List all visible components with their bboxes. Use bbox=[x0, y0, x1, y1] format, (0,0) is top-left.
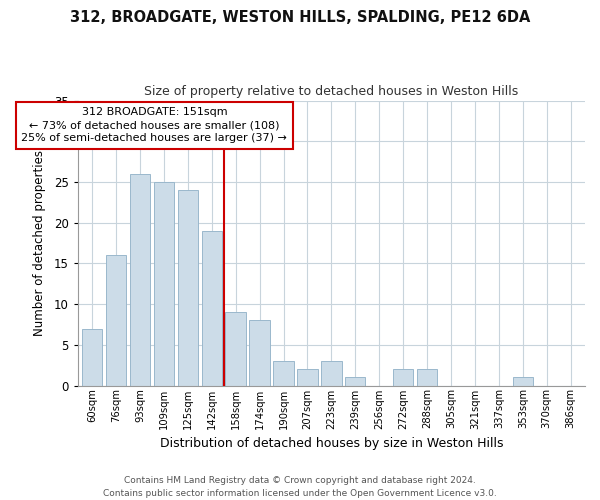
Bar bbox=[512, 378, 533, 386]
Bar bbox=[393, 369, 413, 386]
Text: Contains HM Land Registry data © Crown copyright and database right 2024.
Contai: Contains HM Land Registry data © Crown c… bbox=[103, 476, 497, 498]
Bar bbox=[82, 328, 102, 386]
Bar bbox=[274, 361, 293, 386]
Bar bbox=[154, 182, 174, 386]
Bar bbox=[178, 190, 198, 386]
Bar bbox=[202, 231, 222, 386]
Bar bbox=[297, 369, 317, 386]
Text: 312, BROADGATE, WESTON HILLS, SPALDING, PE12 6DA: 312, BROADGATE, WESTON HILLS, SPALDING, … bbox=[70, 10, 530, 25]
Bar bbox=[417, 369, 437, 386]
Title: Size of property relative to detached houses in Weston Hills: Size of property relative to detached ho… bbox=[144, 85, 518, 98]
Bar bbox=[106, 255, 126, 386]
Y-axis label: Number of detached properties: Number of detached properties bbox=[32, 150, 46, 336]
Bar bbox=[130, 174, 150, 386]
Bar bbox=[226, 312, 246, 386]
Bar bbox=[250, 320, 270, 386]
X-axis label: Distribution of detached houses by size in Weston Hills: Distribution of detached houses by size … bbox=[160, 437, 503, 450]
Text: 312 BROADGATE: 151sqm
← 73% of detached houses are smaller (108)
25% of semi-det: 312 BROADGATE: 151sqm ← 73% of detached … bbox=[22, 107, 287, 144]
Bar bbox=[321, 361, 341, 386]
Bar bbox=[345, 378, 365, 386]
